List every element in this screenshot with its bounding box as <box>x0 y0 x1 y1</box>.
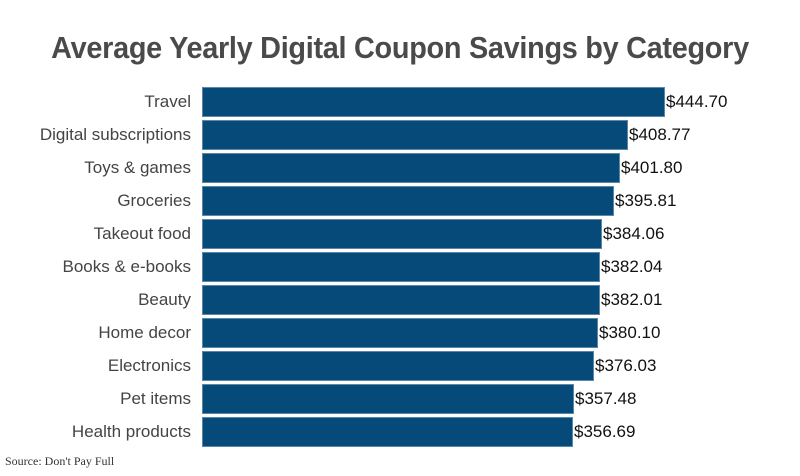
value-label: $395.81 <box>615 191 677 210</box>
bar <box>202 87 665 117</box>
value-label: $382.01 <box>601 290 663 309</box>
bar-row: Health products $356.69 <box>0 417 800 447</box>
category-label: Pet items <box>120 389 191 408</box>
bar-row: Digital subscriptions $408.77 <box>0 120 800 150</box>
bar-row: Home decor $380.10 <box>0 318 800 348</box>
bar <box>202 120 628 150</box>
category-label: Health products <box>71 422 191 441</box>
bar <box>202 417 573 447</box>
bar-row: Toys & games $401.80 <box>0 153 800 183</box>
category-label: Toys & games <box>84 158 191 177</box>
category-label: Electronics <box>107 356 191 375</box>
category-label: Travel <box>144 92 191 111</box>
bar-row: Electronics $376.03 <box>0 351 800 381</box>
bar <box>202 153 620 183</box>
category-label: Takeout food <box>93 224 191 243</box>
value-label: $380.10 <box>599 323 661 342</box>
category-label: Home decor <box>98 323 191 342</box>
bar-row: Books & e-books $382.04 <box>0 252 800 282</box>
category-label: Books & e-books <box>62 257 191 276</box>
category-label: Digital subscriptions <box>39 125 191 144</box>
bar-row: Pet items $357.48 <box>0 384 800 414</box>
chart-title: Average Yearly Digital Coupon Savings by… <box>51 30 749 65</box>
bar-row: Takeout food $384.06 <box>0 219 800 249</box>
value-label: $357.48 <box>575 389 637 408</box>
bar <box>202 186 614 216</box>
bar-row: Travel $444.70 <box>0 87 800 117</box>
bar-row: Beauty $382.01 <box>0 285 800 315</box>
value-label: $408.77 <box>629 125 691 144</box>
value-label: $376.03 <box>595 356 657 375</box>
value-label: $356.69 <box>574 422 636 441</box>
category-label: Groceries <box>117 191 191 210</box>
source-note: Source: Don't Pay Full <box>5 454 115 468</box>
bar <box>202 384 574 414</box>
bar <box>202 252 600 282</box>
bar <box>202 318 598 348</box>
value-label: $401.80 <box>621 158 683 177</box>
category-label: Beauty <box>138 290 191 309</box>
value-label: $444.70 <box>666 92 728 111</box>
bar <box>202 285 600 315</box>
bar <box>202 351 594 381</box>
bar-row: Groceries $395.81 <box>0 186 800 216</box>
bar <box>202 219 602 249</box>
value-label: $382.04 <box>601 257 663 276</box>
value-label: $384.06 <box>603 224 665 243</box>
